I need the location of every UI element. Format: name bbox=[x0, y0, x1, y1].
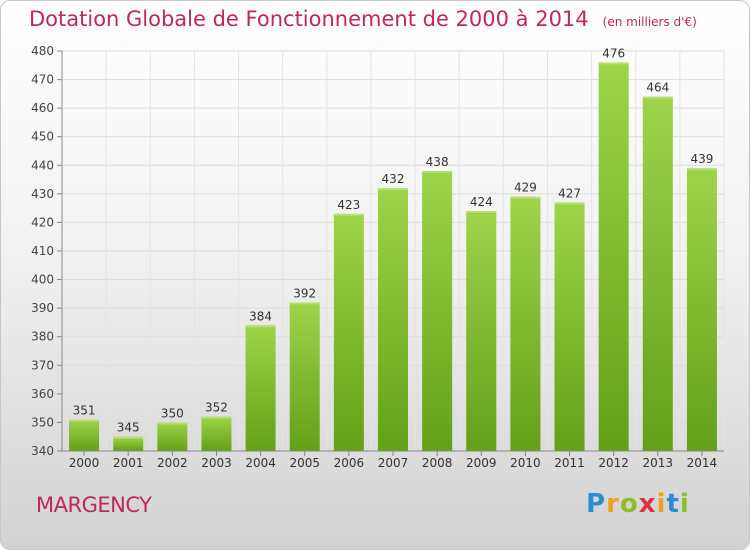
x-tick-label: 2006 bbox=[334, 456, 365, 470]
bar bbox=[510, 196, 541, 451]
x-tick-label: 2000 bbox=[69, 456, 100, 470]
commune-name: MARGENCY bbox=[36, 493, 152, 517]
bar-highlight bbox=[201, 416, 232, 419]
y-tick-label: 350 bbox=[31, 415, 54, 429]
data-label: 423 bbox=[337, 198, 360, 212]
bar-highlight bbox=[157, 422, 188, 425]
y-tick-label: 340 bbox=[31, 444, 54, 458]
bar bbox=[466, 211, 497, 451]
data-label: 438 bbox=[426, 155, 449, 169]
y-tick-label: 400 bbox=[31, 273, 54, 287]
bar-highlight bbox=[642, 96, 673, 99]
bar bbox=[422, 171, 453, 451]
bar-highlight bbox=[289, 302, 320, 305]
x-tick-label: 2004 bbox=[245, 456, 276, 470]
data-labels: 351 345 350 352 384 392 423 432 438 424 429 427 476 4… bbox=[73, 46, 714, 434]
bar-highlight bbox=[510, 196, 541, 199]
bar-highlight bbox=[554, 202, 585, 205]
bar-highlight bbox=[422, 171, 453, 173]
x-tick-label: 2001 bbox=[113, 456, 144, 470]
data-label: 350 bbox=[161, 406, 184, 420]
data-label: 427 bbox=[558, 186, 581, 200]
y-tick-label: 410 bbox=[31, 244, 54, 258]
y-tick-label: 370 bbox=[31, 358, 54, 372]
y-tick-label: 450 bbox=[31, 130, 54, 144]
bar bbox=[289, 302, 320, 451]
data-label: 345 bbox=[117, 421, 140, 435]
y-tick-label: 460 bbox=[31, 101, 54, 115]
x-tick-label: 2002 bbox=[157, 456, 188, 470]
bar bbox=[333, 213, 364, 451]
chart-title: Dotation Globale de Fonctionnement de 20… bbox=[29, 7, 697, 31]
data-label: 351 bbox=[73, 404, 96, 418]
bar-highlight bbox=[686, 168, 717, 171]
proxiti-logo[interactable]: Proxiti bbox=[586, 489, 690, 519]
bar-highlight bbox=[598, 62, 629, 65]
y-tick-label: 360 bbox=[31, 387, 54, 401]
bar bbox=[377, 188, 409, 451]
y-tick-label: 440 bbox=[31, 158, 54, 172]
bar bbox=[113, 436, 144, 451]
data-label: 464 bbox=[646, 81, 669, 95]
x-tick-label: 2013 bbox=[643, 456, 674, 470]
data-label: 352 bbox=[205, 401, 228, 415]
y-tick-label: 380 bbox=[31, 330, 54, 344]
data-label: 429 bbox=[514, 181, 537, 195]
bar bbox=[157, 422, 188, 451]
x-tick-label: 2008 bbox=[422, 456, 453, 470]
data-label: 476 bbox=[602, 46, 625, 60]
data-label: 439 bbox=[690, 152, 713, 166]
y-tick-label: 470 bbox=[31, 73, 54, 87]
bar-highlight bbox=[377, 188, 409, 191]
x-tick-label: 2012 bbox=[598, 456, 629, 470]
bar-highlight bbox=[466, 211, 497, 213]
x-tick-label: 2010 bbox=[510, 456, 541, 470]
chart-subtitle: (en milliers d'€) bbox=[602, 15, 697, 29]
x-tick-label: 2011 bbox=[554, 456, 585, 470]
data-label: 424 bbox=[470, 195, 493, 209]
x-tick-label: 2003 bbox=[201, 456, 232, 470]
bar-series bbox=[69, 62, 717, 452]
x-tick-label: 2009 bbox=[466, 456, 497, 470]
y-tick-label: 390 bbox=[31, 301, 54, 315]
x-tick-label: 2007 bbox=[378, 456, 409, 470]
y-tick-label: 420 bbox=[31, 215, 54, 229]
bar bbox=[686, 168, 717, 451]
axes: 340 350 360 370 380 390 400 410 420 430 440 450 460 4… bbox=[31, 44, 724, 470]
data-label: 432 bbox=[382, 172, 405, 186]
chart-title-text: Dotation Globale de Fonctionnement de 20… bbox=[29, 7, 589, 31]
data-label: 384 bbox=[249, 309, 272, 323]
bar-highlight bbox=[113, 436, 144, 439]
bar bbox=[69, 419, 100, 451]
bar bbox=[598, 62, 629, 452]
x-tick-label: 2014 bbox=[687, 456, 718, 470]
y-tick-label: 430 bbox=[31, 187, 54, 201]
bar-highlight bbox=[245, 325, 276, 328]
bar bbox=[245, 325, 276, 451]
bar bbox=[642, 96, 673, 451]
data-label: 392 bbox=[293, 286, 316, 300]
bar bbox=[554, 202, 585, 451]
x-tick-label: 2005 bbox=[289, 456, 320, 470]
y-tick-label: 480 bbox=[31, 44, 54, 58]
bar-highlight bbox=[333, 213, 364, 216]
bar bbox=[201, 416, 232, 451]
bar-highlight bbox=[69, 419, 100, 422]
